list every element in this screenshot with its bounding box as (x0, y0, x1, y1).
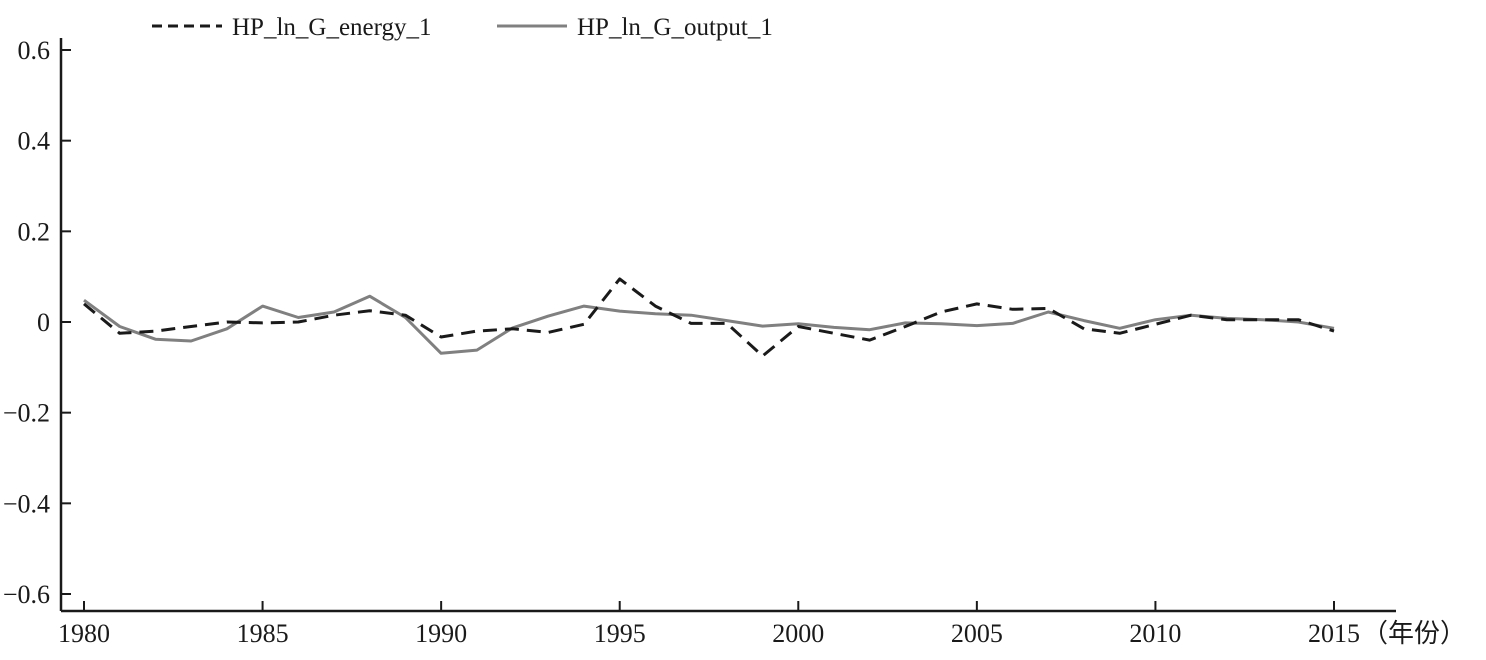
x-tick-label: 1980 (58, 619, 110, 648)
legend: HP_ln_G_energy_1 HP_ln_G_output_1 (152, 14, 773, 41)
series-layer (83, 277, 1335, 358)
y-tick-label: −0.2 (3, 399, 50, 428)
legend-label-energy: HP_ln_G_energy_1 (232, 14, 432, 41)
y-ticks: −0.6 −0.4 −0.2 0 0.2 0.4 0.6 (3, 36, 71, 609)
series-line-output (83, 294, 1335, 355)
x-ticks: 1980 1985 1990 1995 2000 2005 2010 2015 (58, 601, 1360, 648)
x-tick-label: 2005 (951, 619, 1003, 648)
x-tick-label: 1995 (594, 619, 646, 648)
y-tick-label: 0 (37, 308, 50, 337)
x-tick-label: 2015 (1308, 619, 1360, 648)
series-line-energy (83, 277, 1335, 358)
y-tick-label: −0.6 (3, 580, 50, 609)
x-tick-label: 2000 (772, 619, 824, 648)
x-axis-unit-label: （年份） (1362, 619, 1466, 648)
y-tick-label: −0.4 (3, 489, 50, 518)
legend-label-output: HP_ln_G_output_1 (577, 14, 773, 41)
x-tick-label: 2010 (1129, 619, 1181, 648)
x-tick-label: 1985 (237, 619, 289, 648)
y-tick-label: 0.2 (18, 217, 51, 246)
y-tick-label: 0.4 (18, 127, 51, 156)
axes (59, 38, 1396, 613)
x-tick-label: 1990 (415, 619, 467, 648)
y-tick-label: 0.6 (18, 36, 51, 65)
